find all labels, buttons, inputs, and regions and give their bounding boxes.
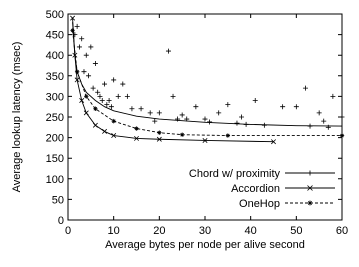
scatter-point bbox=[111, 77, 117, 83]
scatter-point bbox=[152, 118, 158, 124]
scatter-point bbox=[99, 98, 105, 104]
line-marker bbox=[84, 94, 89, 99]
line-marker bbox=[157, 130, 162, 135]
scatter-point bbox=[97, 93, 103, 99]
y-tick-label: 0 bbox=[58, 215, 64, 227]
x-tick-label: 10 bbox=[108, 225, 120, 237]
scatter-point bbox=[83, 52, 89, 58]
series-line bbox=[72, 22, 343, 127]
scatter-point bbox=[81, 69, 87, 75]
series-line bbox=[72, 30, 342, 136]
x-tick-label: 0 bbox=[65, 225, 71, 237]
line-marker bbox=[179, 132, 185, 137]
legend-label: Chord w/ proximity bbox=[189, 168, 281, 180]
x-axis-label: Average bytes per node per alive second bbox=[105, 239, 305, 251]
x-tick-label: 50 bbox=[290, 225, 302, 237]
scatter-point bbox=[280, 104, 286, 110]
scatter-point bbox=[88, 44, 94, 50]
scatter-point bbox=[225, 102, 231, 108]
line-marker bbox=[93, 106, 98, 111]
y-tick-label: 150 bbox=[46, 153, 64, 165]
series-line bbox=[72, 18, 274, 143]
y-tick-label: 300 bbox=[46, 91, 64, 103]
y-tick-label: 350 bbox=[46, 71, 64, 83]
line-marker bbox=[134, 135, 139, 141]
scatter-point bbox=[147, 110, 153, 116]
x-tick-label: 30 bbox=[199, 225, 211, 237]
scatter-point bbox=[156, 110, 162, 116]
scatter-point bbox=[115, 93, 121, 99]
line-marker bbox=[339, 133, 345, 138]
scatter-point bbox=[90, 85, 96, 91]
scatter-point bbox=[202, 116, 208, 122]
scatter-point bbox=[138, 106, 144, 112]
line-marker bbox=[225, 133, 231, 138]
scatter-point bbox=[79, 36, 85, 42]
line-marker bbox=[111, 133, 117, 139]
scatter-point bbox=[339, 114, 345, 120]
scatter-point bbox=[74, 23, 80, 29]
y-tick-label: 400 bbox=[46, 50, 64, 62]
scatter-point bbox=[108, 104, 114, 110]
y-axis-label: Average lookup latency (msec) bbox=[11, 42, 23, 193]
legend-marker bbox=[307, 170, 313, 176]
scatter-point bbox=[124, 93, 130, 99]
line-marker bbox=[70, 15, 76, 21]
line-marker bbox=[271, 139, 276, 145]
scatter-point bbox=[302, 85, 308, 91]
scatter-point bbox=[170, 93, 176, 99]
scatter-point bbox=[179, 112, 185, 118]
scatter-point bbox=[104, 102, 110, 108]
scatter-point bbox=[193, 104, 199, 110]
scatter-point bbox=[252, 98, 258, 104]
line-marker bbox=[102, 128, 108, 134]
scatter-point bbox=[216, 110, 222, 116]
scatter-point bbox=[86, 73, 92, 79]
scatter-point bbox=[330, 93, 336, 99]
line-marker bbox=[92, 122, 98, 128]
x-tick-label: 20 bbox=[153, 225, 165, 237]
legend-label: OneHop bbox=[239, 198, 280, 210]
line-marker bbox=[111, 118, 116, 124]
scatter-point bbox=[102, 81, 108, 87]
scatter-point bbox=[234, 120, 240, 126]
scatter-point bbox=[120, 81, 126, 87]
scatter-point bbox=[207, 119, 213, 125]
scatter-point bbox=[76, 44, 82, 50]
legend-label: Accordion bbox=[231, 183, 280, 195]
line-marker bbox=[74, 69, 80, 74]
scatter-point bbox=[92, 60, 98, 66]
y-tick-label: 450 bbox=[46, 30, 64, 42]
line-marker bbox=[72, 52, 78, 58]
legend-marker bbox=[307, 200, 313, 206]
line-marker bbox=[156, 136, 162, 142]
scatter-point bbox=[293, 104, 299, 110]
line-marker bbox=[74, 77, 80, 83]
line-marker bbox=[83, 110, 89, 116]
scatter-point bbox=[95, 89, 101, 95]
scatter-point bbox=[106, 98, 112, 104]
legend-marker bbox=[307, 185, 313, 191]
line-marker bbox=[134, 126, 139, 131]
y-tick-label: 100 bbox=[46, 174, 64, 186]
scatter-point bbox=[239, 114, 245, 120]
line-marker bbox=[79, 98, 85, 104]
x-tick-label: 60 bbox=[336, 225, 348, 237]
scatter-point bbox=[129, 106, 135, 112]
y-tick-label: 500 bbox=[46, 9, 64, 21]
line-marker bbox=[202, 138, 208, 143]
y-tick-label: 50 bbox=[52, 194, 64, 206]
scatter-point bbox=[321, 118, 327, 124]
y-tick-label: 250 bbox=[46, 112, 64, 124]
y-tick-label: 200 bbox=[46, 133, 64, 145]
line-marker bbox=[70, 28, 75, 33]
x-tick-label: 40 bbox=[245, 225, 257, 237]
scatter-point bbox=[165, 48, 171, 54]
scatter-point bbox=[316, 110, 322, 116]
